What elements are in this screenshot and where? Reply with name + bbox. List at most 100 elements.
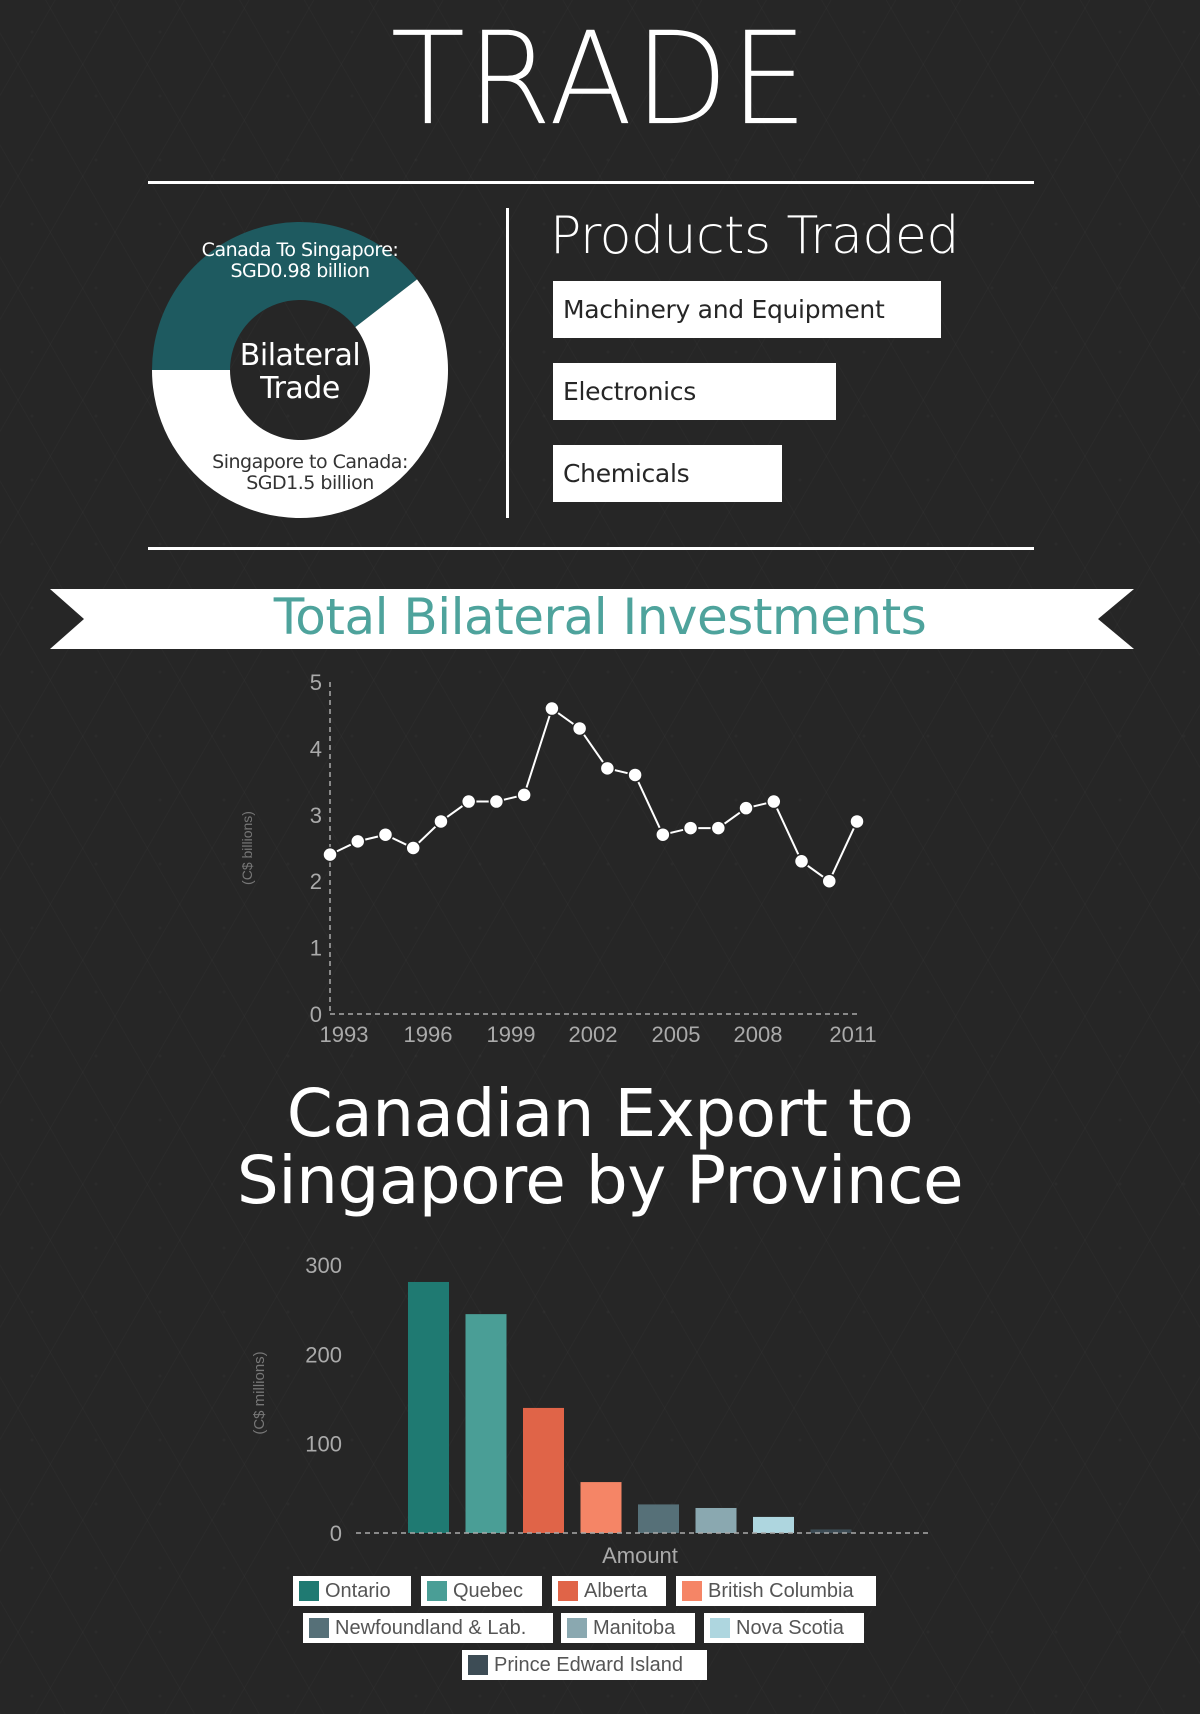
legend-item: Manitoba	[561, 1613, 695, 1643]
legend-item: Quebec	[421, 1576, 542, 1606]
bar-british-columbia	[580, 1482, 622, 1533]
export-chart-title: Canadian Export to Singapore by Province	[0, 1080, 1200, 1214]
legend-item: Newfoundland & Lab.	[303, 1613, 553, 1643]
bar-y-tick-label: 100	[305, 1432, 342, 1457]
legend-item: Nova Scotia	[704, 1613, 864, 1643]
y-tick-label: 4	[310, 736, 322, 761]
export-title-line-2: Singapore by Province	[236, 1142, 964, 1219]
legend-item: British Columbia	[676, 1576, 876, 1606]
data-point	[322, 846, 338, 863]
legend-label: Manitoba	[593, 1617, 676, 1639]
y-axis-label: (C$ billions)	[239, 811, 255, 885]
y-tick-label: 0	[310, 1002, 322, 1027]
investments-banner	[50, 589, 1134, 649]
y-tick-label: 2	[310, 869, 322, 894]
banner-ribbon	[50, 589, 1134, 649]
data-point	[627, 767, 643, 783]
data-point	[349, 833, 366, 850]
x-tick-label: 2002	[569, 1022, 618, 1047]
bar-newfoundland-lab-	[638, 1504, 679, 1533]
data-point	[571, 720, 588, 737]
legend-swatch	[309, 1618, 329, 1638]
bar-ontario	[408, 1281, 449, 1533]
data-point	[377, 826, 394, 843]
data-point	[433, 813, 449, 830]
donut-center-line-2: Trade	[260, 371, 340, 406]
bar-x-axis-label: Amount	[602, 1543, 678, 1568]
legend-swatch	[299, 1581, 319, 1601]
product-item: Electronics	[553, 363, 836, 420]
x-tick-label: 1993	[320, 1022, 369, 1047]
data-point	[682, 820, 699, 836]
x-tick-label: 2008	[734, 1022, 783, 1047]
product-item: Machinery and Equipment	[553, 281, 941, 338]
data-point	[460, 793, 477, 810]
bar-y-tick-label: 200	[305, 1342, 342, 1367]
investments-line-chart: 0 1 2 3 4 5 1993 1996 1999 2002 2005 2008 2011 (C$ bi…	[239, 670, 877, 1047]
data-point	[766, 793, 782, 810]
legend-swatch	[468, 1655, 488, 1675]
legend-label: Ontario	[325, 1580, 391, 1602]
legend-label: Prince Edward Island	[494, 1654, 683, 1676]
export-title-line-1: Canadian Export to	[286, 1075, 914, 1152]
data-point	[655, 826, 671, 843]
bar-y-tick-label: 300	[305, 1253, 342, 1278]
legend-swatch	[427, 1581, 447, 1601]
data-point	[488, 793, 505, 810]
legend-swatch	[682, 1581, 702, 1601]
x-tick-label: 1999	[487, 1022, 536, 1047]
donut-slice-singapore-to-canada	[152, 279, 448, 518]
donut-label-singapore-to-canada: Singapore to Canada: SGD1.5 billion	[180, 452, 440, 494]
bar-y-axis-label: (C$ millions)	[251, 1351, 268, 1434]
data-point	[849, 813, 865, 830]
bar-prince-edward-island	[810, 1529, 852, 1533]
bar-alberta	[523, 1407, 564, 1533]
investments-banner-title: Total Bilateral Investments	[273, 588, 927, 646]
donut-label-canada-title: Canada To Singapore:	[201, 239, 399, 261]
x-tick-label: 2011	[829, 1022, 876, 1047]
donut-label-singapore-title: Singapore to Canada:	[212, 451, 408, 473]
donut-label-canada-to-singapore: Canada To Singapore: SGD0.98 billion	[170, 240, 430, 282]
legend-item: Prince Edward Island	[462, 1650, 707, 1680]
donut-center-line-1: Bilateral	[239, 338, 361, 373]
legend-swatch	[567, 1618, 587, 1638]
x-tick-label: 2005	[652, 1022, 701, 1047]
data-point	[821, 873, 838, 889]
legend-item: Alberta	[552, 1576, 666, 1606]
product-item: Chemicals	[553, 445, 782, 502]
data-point	[710, 820, 727, 836]
legend-swatch	[558, 1581, 578, 1601]
bar-nova-scotia	[753, 1516, 794, 1533]
top-divider	[148, 181, 1034, 184]
legend-label: Newfoundland & Lab.	[335, 1617, 527, 1639]
x-tick-label: 1996	[404, 1022, 453, 1047]
investment-line	[329, 706, 858, 883]
data-point	[405, 840, 421, 856]
donut-slice-canada-to-singapore	[152, 221, 418, 370]
products-title: Products Traded	[550, 206, 959, 266]
data-point	[793, 853, 810, 870]
province-export-bar-chart: 0 100 200 300 (C$ millions) Amount	[251, 1253, 928, 1568]
data-point	[599, 760, 616, 777]
legend-label: British Columbia	[708, 1580, 854, 1602]
bar-quebec	[465, 1314, 507, 1533]
legend-label: Alberta	[584, 1580, 648, 1602]
legend-item: Ontario	[293, 1576, 411, 1606]
donut-center-label: Bilateral Trade	[220, 339, 380, 405]
bilateral-trade-donut	[152, 221, 448, 518]
bar-y-tick-label: 0	[330, 1521, 342, 1546]
legend-label: Quebec	[453, 1580, 524, 1602]
vertical-divider	[506, 208, 509, 518]
data-point	[516, 787, 532, 803]
middle-divider	[148, 547, 1034, 550]
donut-label-singapore-value: SGD1.5 billion	[246, 472, 374, 494]
data-point	[544, 700, 560, 717]
y-tick-label: 3	[310, 803, 322, 828]
legend-label: Nova Scotia	[736, 1617, 844, 1639]
bar-manitoba	[695, 1507, 737, 1533]
y-tick-label: 1	[310, 936, 322, 961]
legend-swatch	[710, 1618, 730, 1638]
page-title: TRADE	[390, 4, 810, 154]
donut-label-canada-value: SGD0.98 billion	[230, 260, 370, 282]
data-point	[738, 800, 754, 816]
